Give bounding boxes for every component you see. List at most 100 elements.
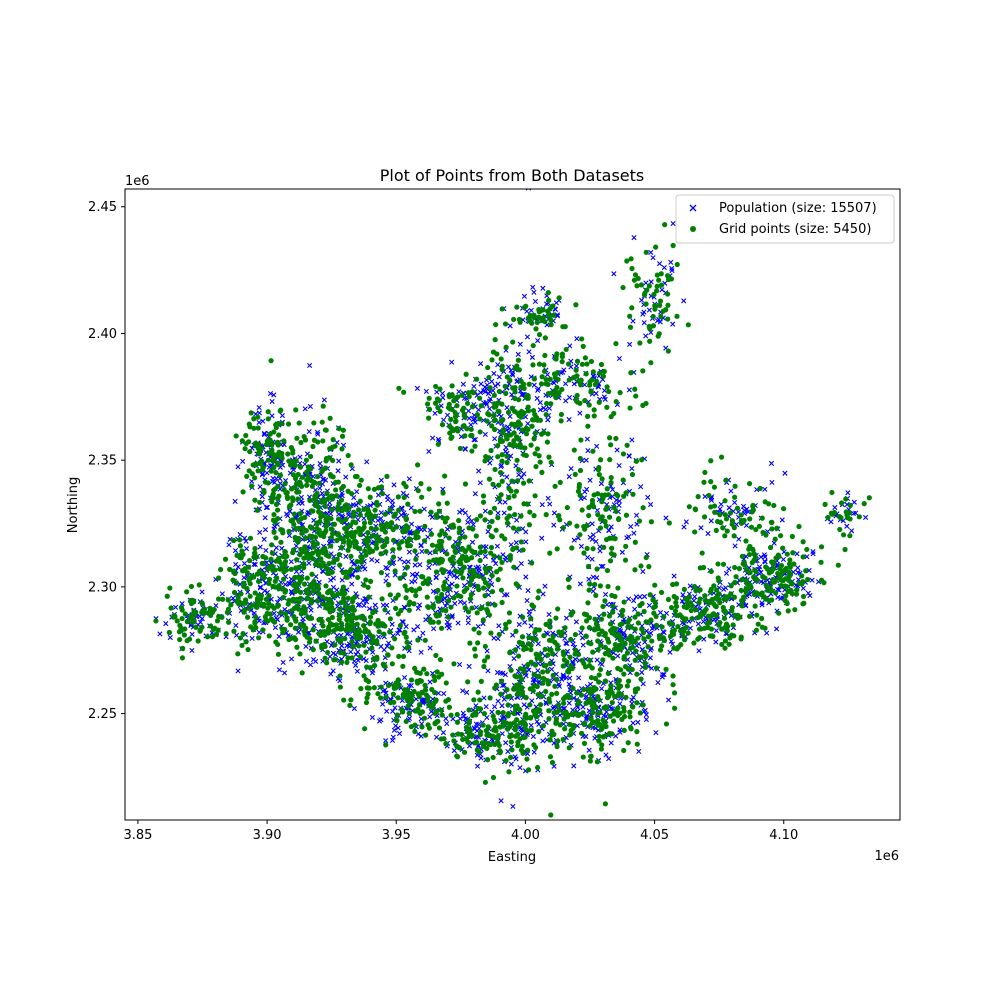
grid-point [232, 570, 238, 577]
grid-point [590, 710, 596, 716]
grid-point [493, 403, 499, 410]
grid-point [475, 689, 481, 695]
grid-point [275, 641, 281, 648]
population-point [504, 592, 510, 598]
grid-point [685, 630, 691, 636]
population-point [491, 635, 497, 641]
grid-point [366, 685, 372, 691]
grid-point [521, 646, 527, 653]
grid-point [596, 679, 602, 685]
grid-point [751, 574, 757, 580]
grid-point [353, 520, 359, 526]
grid-point [378, 484, 385, 490]
grid-point [248, 410, 254, 416]
grid-point [512, 442, 518, 448]
grid-point [247, 535, 254, 541]
grid-point [545, 431, 551, 437]
grid-point [367, 519, 373, 526]
grid-point [374, 533, 380, 539]
grid-point [252, 440, 259, 446]
grid-point [330, 474, 336, 480]
grid-point [440, 515, 446, 521]
grid-point [577, 400, 583, 406]
grid-point [253, 554, 260, 560]
grid-point [589, 501, 596, 507]
grid-point [191, 618, 197, 624]
population-point [446, 622, 452, 628]
grid-point [495, 454, 501, 460]
grid-point [613, 633, 620, 639]
grid-point [395, 677, 401, 683]
grid-point [284, 494, 290, 500]
grid-point [263, 596, 269, 602]
grid-point [306, 639, 313, 645]
grid-point [476, 573, 482, 579]
grid-point [291, 511, 297, 517]
population-point [482, 508, 488, 514]
grid-point [369, 645, 375, 651]
grid-point [538, 656, 544, 663]
grid-point [274, 440, 280, 446]
grid-point [375, 617, 381, 624]
grid-point [627, 714, 633, 720]
grid-point [499, 458, 505, 464]
grid-point [269, 542, 275, 548]
grid-point [382, 623, 388, 629]
grid-point [310, 647, 316, 653]
population-point [646, 307, 652, 313]
grid-point [387, 616, 393, 622]
grid-point [492, 417, 498, 423]
grid-point [271, 511, 277, 518]
grid-point [468, 426, 474, 432]
grid-point [276, 555, 282, 561]
population-point [564, 648, 571, 654]
grid-point [489, 423, 495, 429]
population-point [713, 628, 719, 634]
population-point [240, 458, 246, 464]
grid-point [575, 488, 582, 494]
grid-point [426, 415, 432, 421]
population-point [585, 448, 591, 454]
grid-point [550, 633, 556, 640]
grid-point [316, 530, 322, 536]
grid-point [339, 544, 345, 551]
population-point [461, 600, 468, 606]
grid-point [424, 671, 430, 677]
population-point [523, 539, 529, 545]
grid-point [350, 644, 356, 650]
population-point [647, 501, 654, 508]
grid-point [619, 612, 625, 619]
grid-point [300, 548, 306, 555]
grid-point [586, 402, 592, 408]
population-point [597, 544, 603, 550]
grid-point [357, 498, 363, 504]
population-point [409, 571, 416, 578]
population-point [416, 602, 423, 608]
grid-point [511, 710, 517, 717]
grid-point [608, 442, 614, 448]
population-point [648, 665, 655, 671]
population-point [455, 620, 461, 626]
population-point [577, 410, 583, 416]
grid-point [464, 400, 471, 406]
population-point [657, 319, 663, 325]
population-point [540, 591, 546, 597]
population-point [535, 641, 541, 647]
grid-point [168, 605, 174, 611]
grid-point [293, 407, 299, 413]
population-point [426, 564, 432, 571]
grid-point [599, 514, 605, 520]
population-point [514, 517, 520, 523]
population-point [567, 675, 573, 681]
population-point [615, 653, 621, 659]
population-point [851, 510, 857, 517]
grid-point [413, 592, 419, 599]
grid-point [540, 675, 546, 682]
grid-point [739, 553, 746, 559]
grid-point [621, 747, 627, 754]
grid-point [310, 508, 316, 514]
grid-point [499, 478, 505, 484]
grid-point [488, 630, 494, 636]
grid-point [392, 605, 399, 611]
population-point [629, 465, 635, 472]
